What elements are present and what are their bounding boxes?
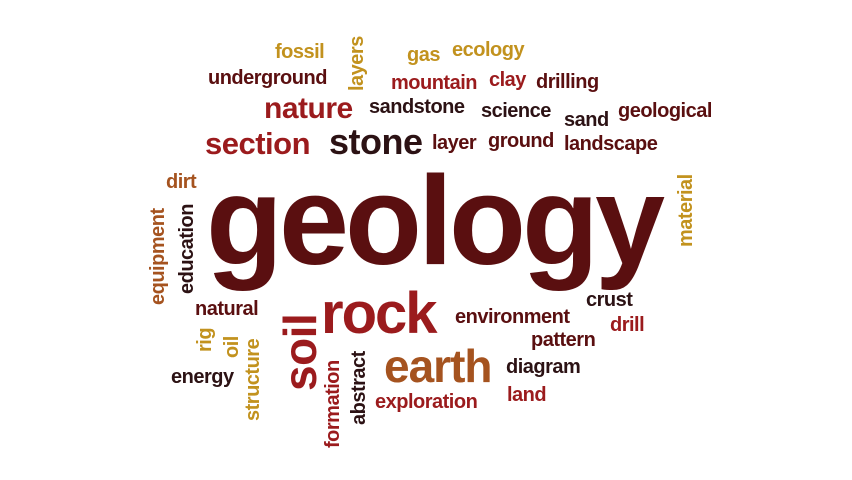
word-diagram: diagram	[506, 356, 581, 378]
word-ecology: ecology	[452, 39, 525, 61]
word-abstract: abstract	[348, 351, 370, 425]
word-land: land	[507, 384, 547, 406]
word-sand: sand	[564, 109, 609, 131]
word-equipment: equipment	[147, 208, 169, 305]
word-geology: geology	[206, 150, 665, 291]
word-soil: soil	[274, 313, 326, 391]
word-layer: layer	[432, 132, 477, 154]
word-stone: stone	[329, 121, 423, 162]
word-landscape: landscape	[564, 133, 658, 155]
word-earth: earth	[384, 340, 492, 392]
word-material: material	[675, 174, 697, 247]
word-pattern: pattern	[531, 329, 596, 351]
word-structure: structure	[242, 338, 264, 421]
word-section: section	[205, 126, 311, 161]
word-mountain: mountain	[391, 72, 478, 94]
word-drill: drill	[610, 314, 645, 336]
word-rig: rig	[194, 327, 216, 352]
word-rock: rock	[321, 281, 438, 346]
word-underground: underground	[208, 67, 327, 89]
word-ground: ground	[488, 130, 554, 152]
word-natural: natural	[195, 298, 259, 320]
word-oil: oil	[221, 336, 243, 358]
word-energy: energy	[171, 366, 234, 388]
word-dirt: dirt	[166, 171, 197, 193]
word-drilling: drilling	[536, 71, 599, 93]
word-layers: layers	[346, 36, 368, 91]
word-nature: nature	[264, 92, 353, 125]
word-gas: gas	[407, 44, 440, 66]
word-environment: environment	[455, 306, 570, 328]
word-formation: formation	[322, 360, 344, 448]
word-clay: clay	[489, 69, 526, 91]
word-exploration: exploration	[375, 391, 478, 413]
word-geological: geological	[618, 100, 712, 122]
word-sandstone: sandstone	[369, 96, 465, 118]
word-education: education	[176, 204, 198, 294]
word-crust: crust	[586, 289, 633, 311]
word-science: science	[481, 100, 551, 122]
word-fossil: fossil	[275, 41, 325, 63]
